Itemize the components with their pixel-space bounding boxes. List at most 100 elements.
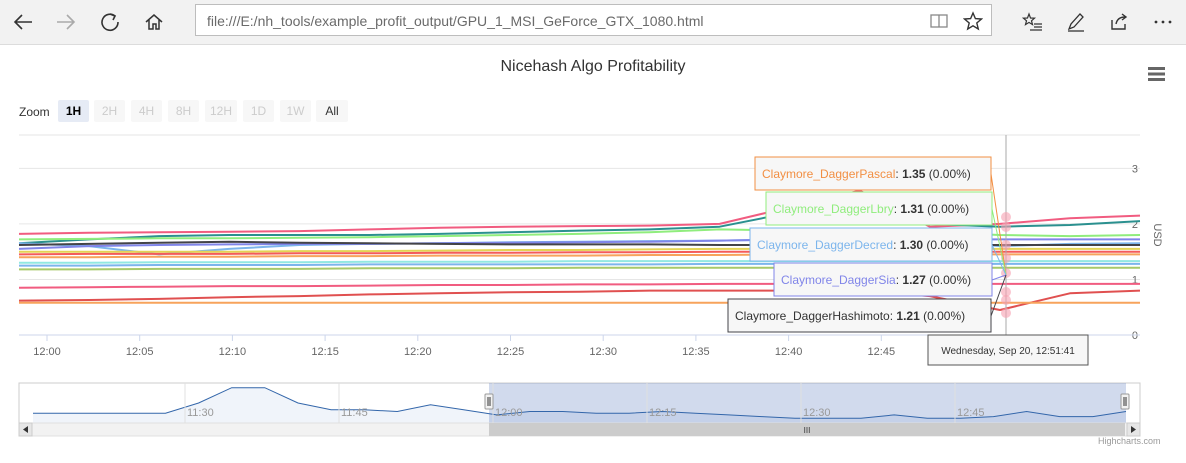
tooltip-box [749, 227, 993, 262]
zoom-button-12h: 12H [205, 100, 237, 122]
zoom-button-2h: 2H [94, 100, 125, 122]
forward-button[interactable] [50, 6, 82, 38]
chart-context-menu-button[interactable] [1146, 65, 1168, 83]
tooltip-series-name: Claymore_DaggerDecred [757, 238, 893, 252]
tooltip-text: Claymore_DaggerLbry: 1.31 (0.00%) [773, 202, 969, 216]
more-button[interactable] [1147, 6, 1179, 38]
tooltip-connector [990, 274, 1007, 317]
x-tick-label: 12:10 [219, 346, 247, 358]
tooltip-value: 1.27 [902, 273, 926, 287]
tooltip-connector [991, 208, 1007, 276]
hamburger-menu-icon [1148, 67, 1165, 81]
tooltip-change: (0.00%) [926, 273, 971, 287]
tooltip-text: Claymore_DaggerSia: 1.27 (0.00%) [781, 273, 971, 287]
navigator-handle-right[interactable] [1120, 393, 1130, 410]
x-tick-label: 12:30 [589, 346, 617, 358]
navigator-label: 12:00 [495, 407, 523, 419]
tooltip-value: 1.31 [900, 202, 924, 216]
tooltip-connector [991, 244, 1007, 276]
hover-marker [1001, 240, 1011, 250]
forward-arrow-icon [57, 14, 76, 30]
navigator-handle-left[interactable] [484, 393, 494, 410]
hover-marker [1001, 222, 1011, 232]
chart-svg[interactable]: 0 1 2 3 USD 12:00 12:05 12:10 12:15 12:20 12:25 12:… [0, 45, 1186, 445]
address-bar[interactable]: file:///E:/nh_tools/example_profit_outpu… [195, 4, 992, 36]
reading-view-icon[interactable] [930, 12, 948, 30]
navigator-label: 11:30 [187, 407, 214, 419]
zoom-button-4h: 4H [131, 100, 162, 122]
pen-icon [1067, 13, 1084, 32]
x-tick-label: 12:45 [868, 346, 896, 358]
browser-toolbar: file:///E:/nh_tools/example_profit_outpu… [0, 0, 1186, 45]
y-tick-label: 2 [1132, 219, 1138, 231]
tooltip-box [727, 298, 992, 333]
scrollbar-thumb[interactable] [489, 423, 1125, 436]
tooltip-box [765, 191, 993, 226]
more-dots-icon [1154, 20, 1172, 24]
hover-marker [1001, 295, 1011, 305]
navigator-label: 12:15 [649, 407, 677, 419]
highcharts-credits[interactable]: Highcharts.com [1098, 436, 1161, 446]
tooltip-connector [991, 274, 1007, 281]
navigator-frame [18, 382, 1141, 424]
home-button[interactable] [138, 6, 170, 38]
scroll-right-arrow-icon [1131, 426, 1136, 433]
tooltip-box [754, 156, 992, 191]
y-tick-label: 1 [1132, 274, 1138, 286]
refresh-icon [101, 13, 119, 32]
navigator-series-line [33, 387, 1127, 419]
favorite-star-icon[interactable] [963, 11, 983, 31]
tooltip-box [773, 262, 993, 297]
tooltip-separator: : [894, 202, 901, 216]
y-tick-label: 3 [1132, 163, 1138, 175]
tooltip-change: (0.00%) [923, 238, 968, 252]
tooltip-value: 1.35 [902, 167, 926, 181]
tooltip-value: 1.21 [896, 309, 920, 323]
x-tick-label: 12:05 [126, 346, 154, 358]
zoom-button-1h[interactable]: 1H [58, 100, 89, 122]
hover-marker [1001, 308, 1011, 318]
refresh-button[interactable] [94, 6, 126, 38]
hover-marker [1001, 287, 1011, 297]
x-tick-label: 12:25 [497, 346, 525, 358]
zoom-button-8h: 8H [168, 100, 199, 122]
favorites-list-icon [1022, 12, 1042, 31]
tooltip-change: (0.00%) [924, 202, 969, 216]
y-tick-label: 0 [1132, 330, 1138, 342]
tooltip-separator: : [890, 309, 897, 323]
time-tooltip-text: Wednesday, Sep 20, 12:51:41 [941, 346, 1075, 357]
tooltip-series-name: Claymore_DaggerHashimoto [735, 309, 890, 323]
tooltip-text: Claymore_DaggerPascal: 1.35 (0.00%) [762, 167, 971, 181]
chart-title: Nicehash Algo Profitability [500, 58, 686, 75]
tooltip-text: Claymore_DaggerDecred: 1.30 (0.00%) [757, 238, 968, 252]
scroll-left-arrow-icon [23, 426, 28, 433]
hover-marker [1001, 212, 1011, 222]
notes-button[interactable] [1060, 6, 1092, 38]
navigator-selection-mask[interactable] [489, 383, 1126, 423]
tooltip-change: (0.00%) [920, 309, 965, 323]
x-tick-label: 12:35 [682, 346, 710, 358]
tooltip-value: 1.30 [900, 238, 924, 252]
tooltip-series-name: Claymore_DaggerPascal [762, 167, 895, 181]
favorites-hub-button[interactable] [1017, 6, 1049, 38]
zoom-button-all[interactable]: All [316, 100, 348, 122]
tooltip-series-name: Claymore_DaggerLbry [773, 202, 894, 216]
navigator-area [33, 387, 1126, 423]
tooltip-text: Claymore_DaggerHashimoto: 1.21 (0.00%) [735, 309, 965, 323]
tooltip-connector [990, 173, 1007, 276]
zoom-label: Zoom [19, 105, 50, 119]
zoom-button-1d: 1D [243, 100, 274, 122]
tooltip-separator: : [893, 238, 900, 252]
tooltip-series-name: Claymore_DaggerSia [781, 273, 896, 287]
tooltip-change: (0.00%) [925, 167, 970, 181]
navigator-label: 12:30 [803, 407, 831, 419]
share-button[interactable] [1103, 6, 1135, 38]
share-icon [1111, 13, 1128, 30]
navigator-label: 12:45 [957, 407, 985, 419]
x-tick-label: 12:20 [404, 346, 432, 358]
x-tick-label: 12:40 [775, 346, 803, 358]
zoom-button-1w: 1W [280, 100, 311, 122]
back-button[interactable] [7, 6, 39, 38]
tooltip-separator: : [896, 273, 903, 287]
back-arrow-icon [13, 14, 32, 30]
